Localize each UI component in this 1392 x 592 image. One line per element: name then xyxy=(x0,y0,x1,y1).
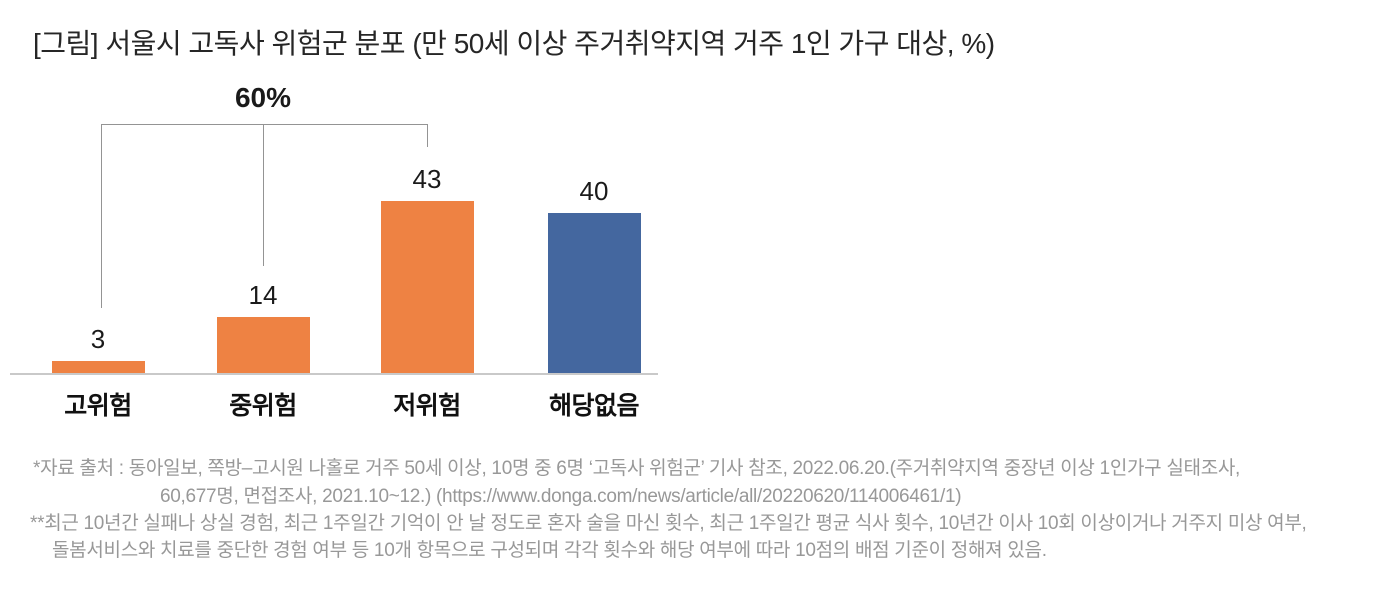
category-label-not-applicable: 해당없음 xyxy=(548,392,640,420)
bar-value-label: 40 xyxy=(579,176,609,206)
footnote-method-line-2: 돌봄서비스와 치료를 중단한 경험 여부 등 10개 항목으로 구성되며 각각 … xyxy=(52,540,1047,561)
bar-group-mid-risk: 14 xyxy=(193,280,333,373)
category-label-high-risk: 고위험 xyxy=(64,392,132,420)
bar-value-label: 14 xyxy=(248,280,278,310)
footnote-source-line-1: *자료 출처 : 동아일보, 쪽방–고시원 나홀로 거주 50세 이상, 10명… xyxy=(33,458,1241,479)
bracket-line-horizontal xyxy=(101,124,428,125)
bar-low-risk xyxy=(380,201,474,373)
bar-not-applicable xyxy=(547,213,641,373)
bracket-total-label: 60% xyxy=(234,82,292,113)
bracket-tick-right xyxy=(427,124,428,147)
x-axis-line xyxy=(10,373,658,375)
category-label-low-risk: 저위험 xyxy=(393,392,461,420)
bar-group-not-applicable: 40 xyxy=(524,176,664,373)
bar-value-label: 3 xyxy=(90,324,106,354)
footnote-source-line-2: 60,677명, 면접조사, 2021.10~12.) (https://www… xyxy=(160,486,962,507)
bar-group-high-risk: 3 xyxy=(28,324,168,373)
bar-mid-risk xyxy=(216,317,310,373)
footnote-method-line-1: **최근 10년간 실패나 상실 경험, 최근 1주일간 기억이 안 날 정도로… xyxy=(30,513,1307,534)
bracket-tick-middle xyxy=(263,124,264,266)
figure-title: [그림] 서울시 고독사 위험군 분포 (만 50세 이상 주거취약지역 거주 … xyxy=(33,28,995,59)
bar-high-risk xyxy=(51,361,145,373)
category-label-mid-risk: 중위험 xyxy=(229,392,297,420)
bar-group-low-risk: 43 xyxy=(357,164,497,373)
bracket-tick-left xyxy=(101,124,102,308)
bar-value-label: 43 xyxy=(412,164,442,194)
